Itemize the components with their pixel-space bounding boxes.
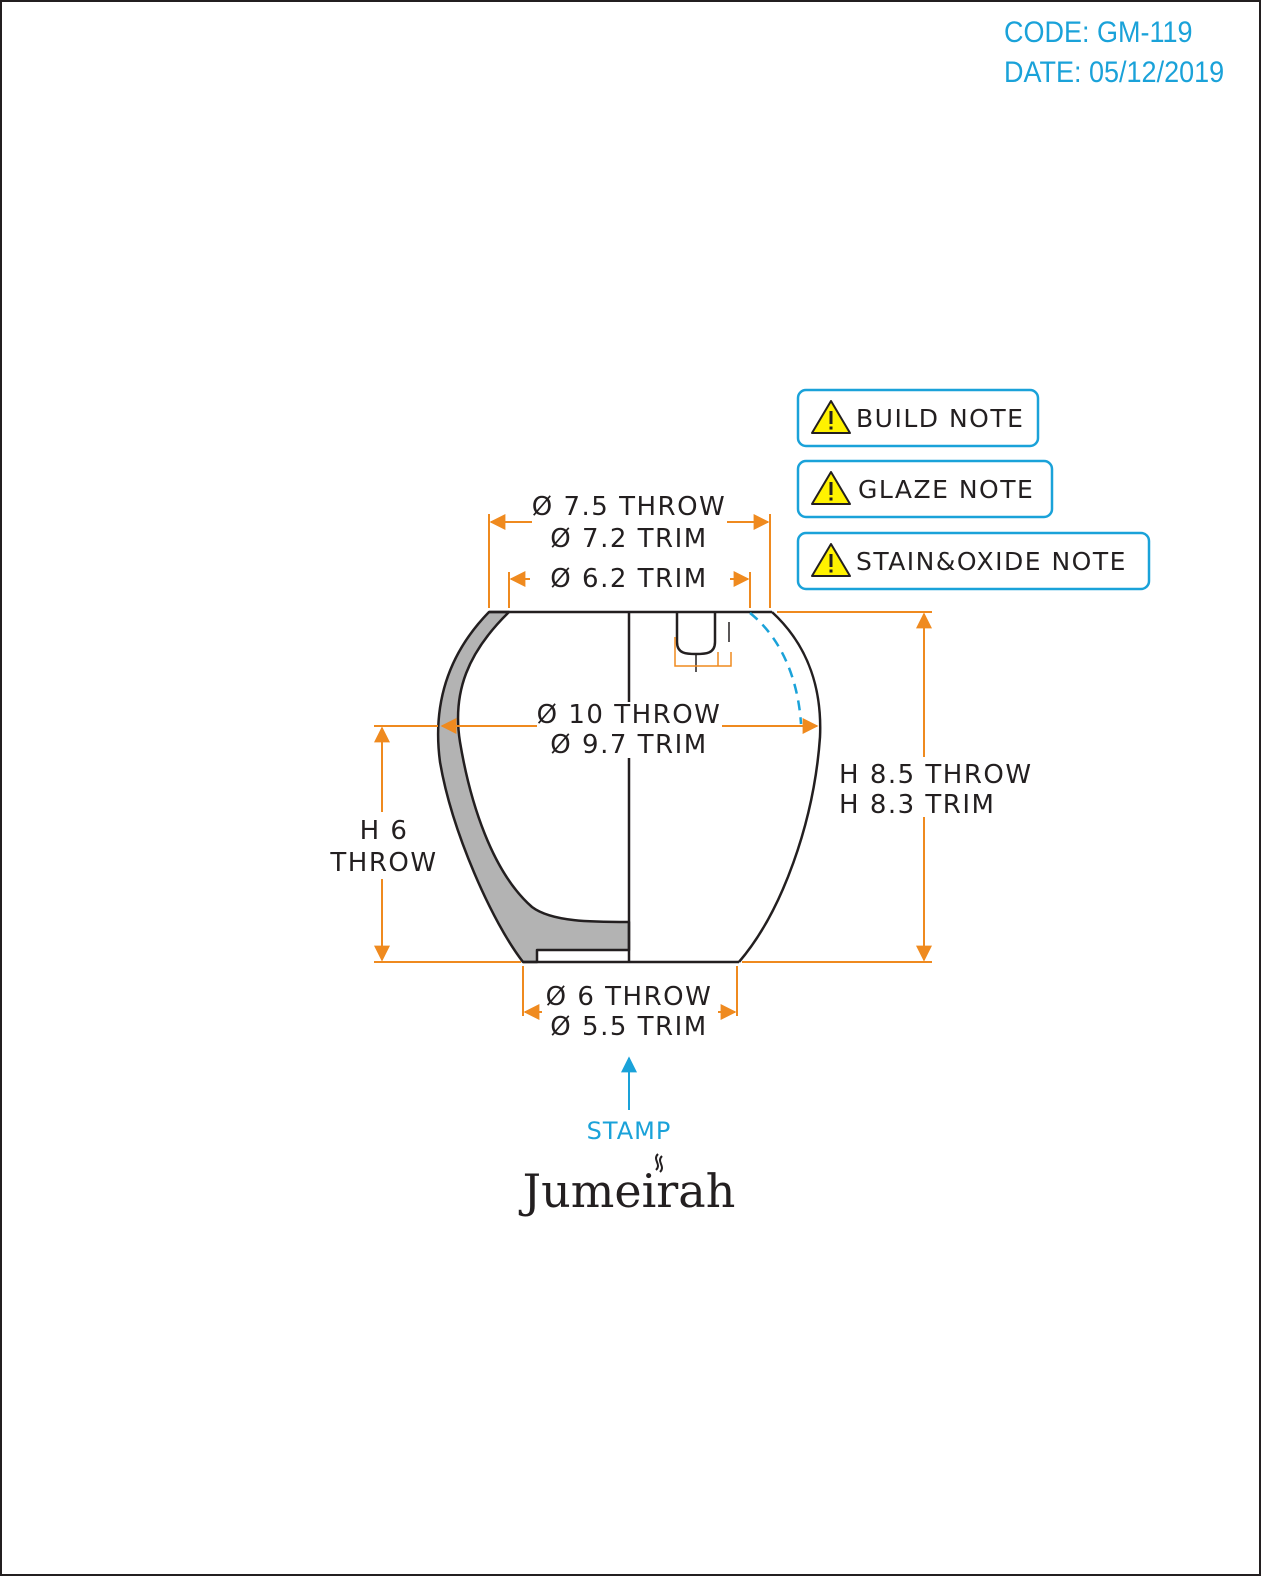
lower-height-dim: H 6 bbox=[360, 816, 409, 846]
stamp-pointer: STAMP bbox=[587, 1056, 672, 1145]
base-throw-dim: Ø 6 THROW bbox=[546, 982, 713, 1012]
inner-rim-trim-dim: Ø 6.2 TRIM bbox=[550, 564, 707, 594]
rim-throw-dim: Ø 7.5 THROW bbox=[532, 492, 727, 522]
warning-icon bbox=[811, 400, 851, 434]
belly-throw-dim: Ø 10 THROW bbox=[537, 700, 722, 730]
base-trim-dim: Ø 5.5 TRIM bbox=[550, 1012, 707, 1042]
build-note-button[interactable]: BUILD NOTE bbox=[796, 388, 1040, 448]
stain-oxide-note-label: STAIN&OXIDE NOTE bbox=[856, 547, 1127, 576]
stamp-label: STAMP bbox=[587, 1117, 672, 1145]
dimension-lines bbox=[374, 514, 932, 1020]
product-code: CODE: GM-119 bbox=[1004, 16, 1193, 49]
jumeirah-logo: Jumeirah bbox=[519, 1153, 736, 1218]
rim-trim-dim: Ø 7.2 TRIM bbox=[550, 524, 707, 554]
wall-section bbox=[436, 610, 631, 964]
height-trim-dim: H 8.3 TRIM bbox=[839, 790, 995, 820]
logo-flame-icon bbox=[655, 1153, 663, 1173]
pot-profile bbox=[436, 610, 822, 964]
glaze-note-label: GLAZE NOTE bbox=[858, 475, 1034, 504]
height-throw-dim: H 8.5 THROW bbox=[839, 760, 1033, 790]
lower-height-throw-label: THROW bbox=[329, 848, 437, 878]
warning-icon bbox=[811, 471, 851, 505]
build-note-label: BUILD NOTE bbox=[856, 404, 1024, 433]
warning-icon bbox=[811, 543, 851, 577]
stain-oxide-note-button[interactable]: STAIN&OXIDE NOTE bbox=[796, 531, 1151, 591]
belly-trim-dim: Ø 9.7 TRIM bbox=[550, 730, 707, 760]
glaze-note-button[interactable]: GLAZE NOTE bbox=[796, 459, 1054, 519]
logo-wordmark: Jumeirah bbox=[519, 1164, 736, 1218]
drawing-date: DATE: 05/12/2019 bbox=[1004, 56, 1225, 89]
